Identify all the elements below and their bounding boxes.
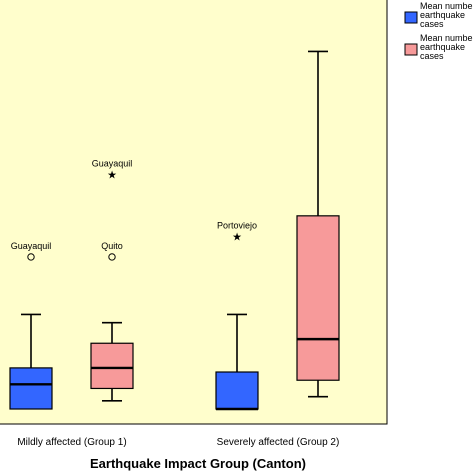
outlier-circle: [27, 253, 35, 261]
legend-label: cases: [420, 51, 444, 61]
iqr-box: [215, 371, 259, 410]
legend-label: cases: [420, 19, 444, 29]
outlier-circle: [108, 253, 116, 261]
iqr-box: [9, 367, 53, 410]
legend-label: Mean numbe: [420, 33, 473, 43]
box-1-1: Guayaquil: [9, 241, 53, 410]
box-2-2: [296, 50, 340, 398]
box-2-1: Quito ★Guayaquil: [90, 159, 134, 402]
outlier-label: Guayaquil: [92, 159, 133, 169]
legend-label: earthquake: [420, 10, 465, 20]
iqr-box: [90, 342, 134, 390]
box-1-2: ★Portoviejo: [215, 220, 259, 411]
iqr-box: [296, 215, 340, 381]
outlier-label: Quito: [101, 241, 123, 251]
x-axis-label: Earthquake Impact Group (Canton): [90, 456, 306, 471]
outlier-star: ★: [232, 230, 242, 243]
outlier-label: Portoviejo: [217, 220, 257, 230]
legend-label: Mean numbe: [420, 1, 473, 11]
legend-swatch: [404, 43, 418, 56]
x-tick-label: Mildly affected (Group 1): [17, 437, 126, 448]
outlier-label: Guayaquil: [11, 241, 52, 251]
outlier-star: ★: [107, 169, 117, 182]
legend-swatch: [404, 11, 418, 24]
legend-label: earthquake: [420, 42, 465, 52]
x-tick-label: Severely affected (Group 2): [217, 437, 340, 448]
x-tick-labels: Mildly affected (Group 1) Severely affect…: [17, 437, 339, 448]
